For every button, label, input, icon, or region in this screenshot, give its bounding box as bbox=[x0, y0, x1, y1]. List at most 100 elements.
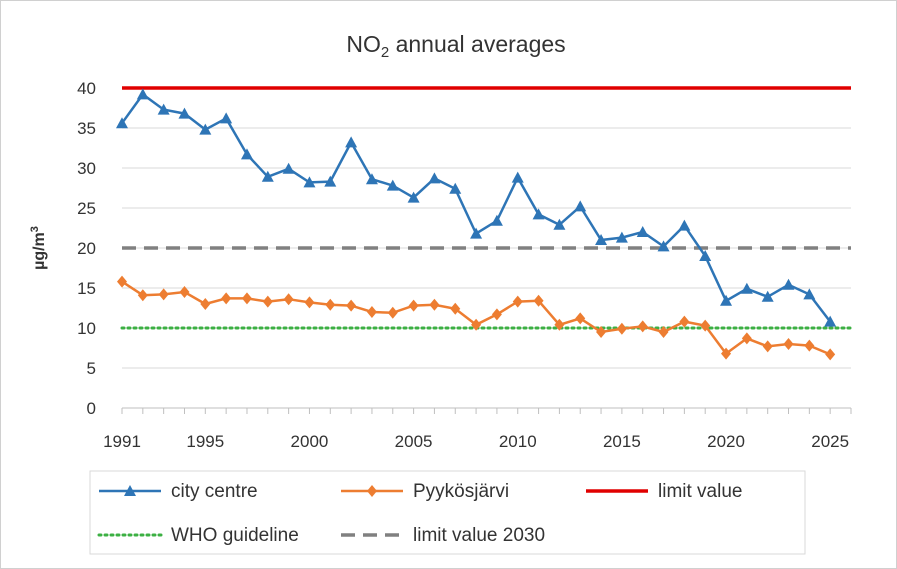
pyykosjarvi-point bbox=[283, 293, 294, 306]
pyykosjarvi-point bbox=[408, 299, 419, 312]
pyykosjarvi-point bbox=[741, 332, 752, 345]
pyykosjarvi-point bbox=[366, 306, 377, 318]
y-tick-label: 40 bbox=[77, 79, 96, 98]
city-centre-point bbox=[761, 290, 774, 302]
city-centre-point bbox=[178, 107, 191, 119]
pyykosjarvi-point bbox=[137, 289, 148, 302]
city-centre-point bbox=[782, 278, 795, 290]
city-centre-point bbox=[678, 219, 691, 231]
city-centre-point bbox=[824, 315, 837, 327]
y-axis-label-sup: 3 bbox=[29, 226, 41, 232]
city-centre-point bbox=[574, 200, 587, 212]
y-tick-label: 5 bbox=[87, 359, 96, 378]
x-tick-label: 2000 bbox=[291, 432, 329, 451]
pyykosjarvi-point bbox=[221, 292, 232, 305]
pyykosjarvi-point bbox=[825, 348, 836, 361]
x-tick-label: 2020 bbox=[707, 432, 745, 451]
y-tick-label: 25 bbox=[77, 199, 96, 218]
city-centre-point bbox=[324, 175, 337, 187]
pyykosjarvi-point bbox=[804, 339, 815, 352]
city-centre-point bbox=[407, 191, 420, 203]
city-centre-point bbox=[199, 123, 212, 135]
x-tick-label: 1995 bbox=[186, 432, 224, 451]
city-centre-point bbox=[553, 218, 566, 230]
pyykosjarvi-point bbox=[304, 296, 315, 309]
city-centre-point bbox=[595, 234, 608, 245]
city-centre-point bbox=[740, 282, 753, 294]
pyykosjarvi-point bbox=[429, 298, 440, 311]
pyykosjarvi-line bbox=[121, 280, 831, 356]
pyykosjarvi-point bbox=[762, 340, 773, 353]
pyykosjarvi-point bbox=[450, 302, 461, 315]
pyykosjarvi-point bbox=[179, 286, 190, 298]
city-centre-point bbox=[615, 231, 628, 243]
x-tick-label: 2015 bbox=[603, 432, 641, 451]
legend-label-pyykosjarvi: Pyykösjärvi bbox=[413, 481, 509, 502]
pyykosjarvi-point bbox=[262, 295, 273, 308]
pyykosjarvi-point bbox=[679, 315, 690, 328]
chart-title-pre: NO bbox=[346, 31, 381, 57]
y-tick-label: 20 bbox=[77, 239, 96, 258]
y-tick-label: 30 bbox=[77, 159, 96, 178]
legend-label-city-centre: city centre bbox=[171, 481, 258, 502]
pyykosjarvi-point bbox=[325, 298, 336, 311]
pyykosjarvi-point bbox=[241, 292, 252, 305]
legend-box bbox=[89, 470, 806, 555]
pyykosjarvi-point bbox=[575, 312, 586, 325]
city-centre-point bbox=[532, 208, 545, 220]
city-centre-point bbox=[386, 179, 399, 191]
pyykosjarvi-point bbox=[346, 299, 357, 312]
pyykosjarvi-point bbox=[533, 294, 544, 307]
y-tick-label: 10 bbox=[77, 319, 96, 338]
city-centre-point bbox=[303, 176, 316, 188]
chart-title-sub: 2 bbox=[381, 44, 389, 61]
x-tick-label: 2025 bbox=[811, 432, 849, 451]
pyykosjarvi-point bbox=[637, 320, 648, 333]
y-axis-label-base: µg/m bbox=[31, 232, 48, 270]
reference-lines bbox=[120, 86, 853, 330]
y-tick-label: 0 bbox=[87, 399, 96, 418]
city-centre-point bbox=[449, 182, 462, 194]
pyykosjarvi-point bbox=[200, 298, 211, 310]
city-centre-point bbox=[345, 136, 358, 148]
city-centre-point bbox=[699, 250, 712, 261]
city-centre-point bbox=[136, 88, 149, 100]
pyykosjarvi-point bbox=[512, 295, 523, 308]
pyykosjarvi-point bbox=[387, 306, 398, 319]
city-centre-point bbox=[803, 288, 816, 300]
y-tick-label: 35 bbox=[77, 119, 96, 138]
city-centre-point bbox=[220, 112, 233, 124]
x-tick-label: 2005 bbox=[395, 432, 433, 451]
legend-label-limit-value: limit value bbox=[658, 481, 742, 502]
pyykosjarvi-point bbox=[700, 319, 711, 332]
pyykosjarvi-point bbox=[117, 275, 127, 288]
pyykosjarvi-point bbox=[471, 318, 482, 331]
y-axis-label: µg/m3 bbox=[29, 226, 48, 270]
pyykosjarvi-point bbox=[158, 288, 169, 301]
pyykosjarvi-point bbox=[783, 338, 794, 350]
y-tick-label: 15 bbox=[77, 279, 96, 298]
pyykosjarvi-point bbox=[491, 308, 502, 321]
city-centre-point bbox=[282, 162, 295, 174]
city-centre-point bbox=[428, 172, 441, 184]
legend-marker-city-centre bbox=[124, 485, 136, 496]
city-centre-point bbox=[157, 103, 170, 115]
city-centre-point bbox=[470, 227, 483, 239]
x-tick-label: 2010 bbox=[499, 432, 537, 451]
pyykosjarvi-point bbox=[554, 318, 565, 331]
pyykosjarvi-point bbox=[658, 326, 669, 338]
x-tick-label: 1991 bbox=[103, 432, 141, 451]
legend-marker-pyykosjarvi bbox=[367, 485, 377, 497]
city-centre-point bbox=[657, 240, 670, 252]
series-layer bbox=[116, 88, 837, 361]
chart-title-post: annual averages bbox=[389, 31, 565, 57]
pyykosjarvi-point bbox=[596, 326, 607, 338]
legend: city centre Pyykösjärvi limit value WHO gui… bbox=[89, 470, 806, 555]
city-centre-point bbox=[116, 117, 128, 129]
city-centre-point bbox=[636, 226, 649, 237]
city-centre-point bbox=[240, 148, 253, 160]
chart-title: NO2 annual averages bbox=[346, 31, 565, 61]
